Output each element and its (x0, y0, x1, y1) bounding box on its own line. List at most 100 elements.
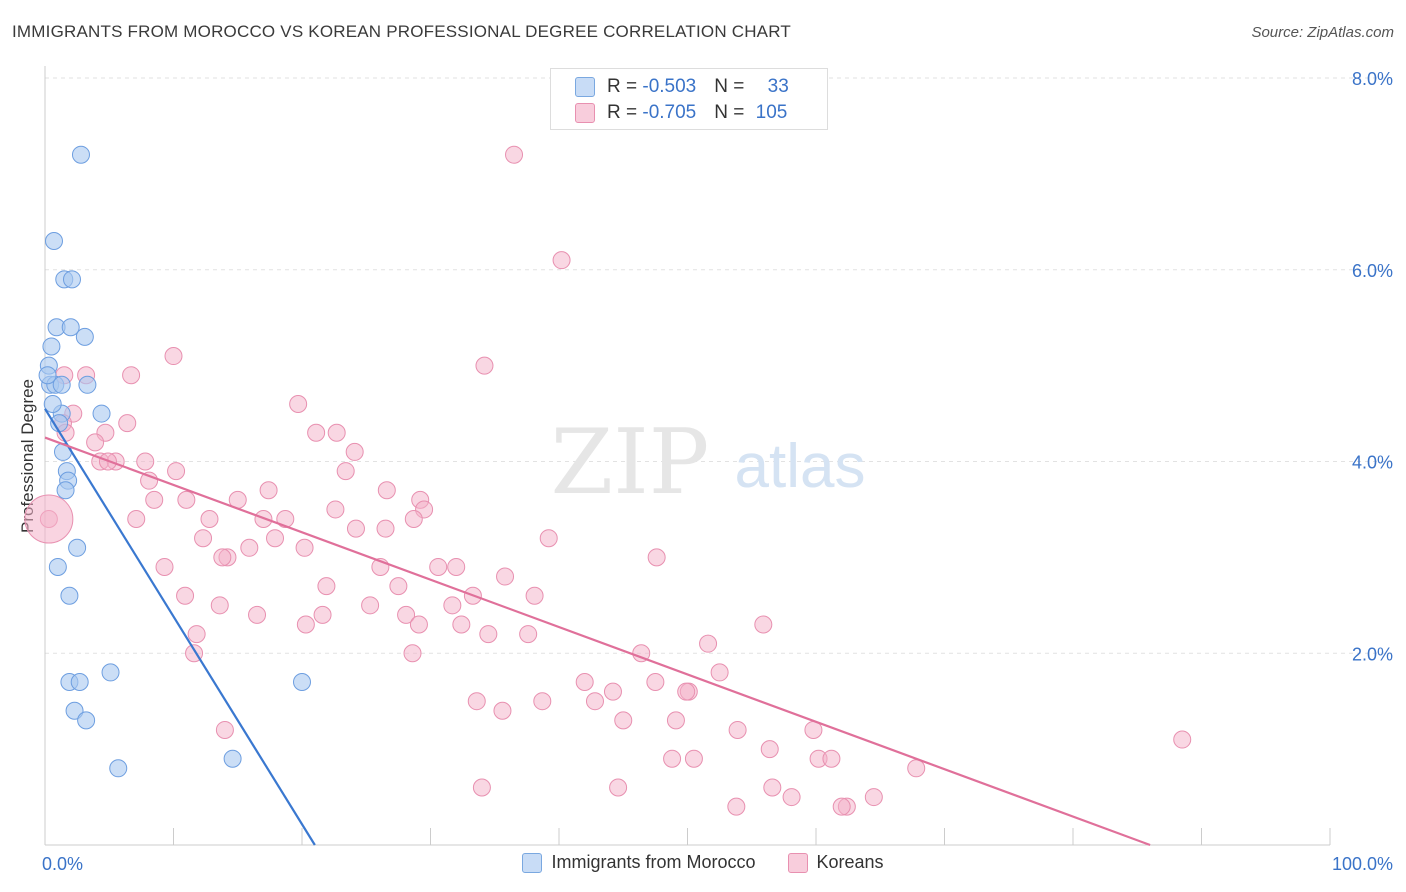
y-tick-label: 6.0% (1352, 261, 1393, 281)
korean-point (585, 692, 604, 711)
morocco-point (92, 404, 111, 423)
y-tick-label: 2.0% (1352, 644, 1393, 664)
korean-point (122, 366, 141, 385)
korean-point (452, 615, 471, 634)
korean-point (1173, 730, 1192, 749)
morocco-point (42, 337, 61, 356)
morocco-point (70, 673, 89, 692)
korean-point (389, 577, 408, 596)
stats-row-morocco: R = -0.503 N = 33 (575, 74, 789, 100)
morocco-point (60, 586, 79, 605)
korean-point-large (24, 494, 74, 544)
trend-lines (44, 408, 1151, 847)
stats-row-koreans: R = -0.705 N = 105 (575, 100, 787, 126)
korean-point (176, 586, 195, 605)
watermark-atlas: atlas (735, 432, 866, 501)
korean-point (609, 778, 628, 797)
morocco-point (109, 759, 128, 778)
korean-point (552, 251, 571, 270)
korean-point (754, 615, 773, 634)
korean-point (397, 605, 416, 624)
korean-point (307, 423, 326, 442)
korean-point (295, 538, 314, 557)
legend-label-koreans: Koreans (816, 852, 884, 872)
korean-point (666, 711, 685, 730)
korean-point (763, 778, 782, 797)
korean-point (194, 529, 213, 548)
legend-item-koreans: Koreans (787, 852, 884, 873)
legend-label-morocco: Immigrants from Morocco (551, 852, 756, 872)
morocco-point (48, 557, 67, 576)
korean-point (155, 557, 174, 576)
korean-point (403, 644, 422, 663)
korean-point (345, 442, 364, 461)
morocco-point (56, 481, 75, 500)
korean-point (276, 510, 295, 529)
korean-point (493, 701, 512, 720)
legend-swatch-morocco (522, 852, 543, 873)
morocco-point (71, 145, 90, 164)
korean-point (684, 749, 703, 768)
korean-point (167, 462, 186, 481)
korean-point (475, 356, 494, 375)
axes (44, 66, 1331, 846)
korean-point (647, 548, 666, 567)
korean-point (409, 615, 428, 634)
legend-swatch-koreans (787, 852, 808, 873)
korean-point (467, 692, 486, 711)
korean-point (177, 490, 196, 509)
chart-title: IMMIGRANTS FROM MOROCCO VS KOREAN PROFES… (12, 22, 791, 41)
korean-point (200, 510, 219, 529)
stats-swatch-koreans (575, 103, 595, 123)
morocco-point (77, 711, 96, 730)
korean-point (447, 557, 466, 576)
korean-point (289, 394, 308, 413)
korean-point (472, 778, 491, 797)
stats-r-label: R = (607, 102, 643, 123)
korean-point (575, 673, 594, 692)
korean-point (118, 414, 137, 433)
morocco-points (38, 145, 311, 778)
morocco-point (52, 375, 71, 394)
korean-point (296, 615, 315, 634)
morocco-point (65, 701, 84, 720)
korean-point (677, 682, 696, 701)
korean-point (699, 634, 718, 653)
korean-point (215, 720, 234, 739)
korean-point (346, 519, 365, 538)
stats-legend: R = -0.503 N = 33 R = -0.705 N = 105 (550, 68, 828, 130)
korean-point (327, 423, 346, 442)
y-tick-label: 8.0% (1352, 69, 1393, 89)
korean-point (317, 577, 336, 596)
morocco-point (62, 270, 81, 289)
morocco-trend-line (44, 408, 316, 846)
stats-n-label: N = (714, 76, 750, 97)
morocco-point (223, 749, 242, 768)
bottom-legend: Immigrants from Morocco Koreans (0, 852, 1406, 873)
korean-point (646, 673, 665, 692)
korean-point (240, 538, 259, 557)
morocco-point (101, 663, 120, 682)
gridlines (45, 77, 1392, 654)
korean-point (907, 759, 926, 778)
korean-point (782, 788, 801, 807)
morocco-point (68, 538, 87, 557)
morocco-point (44, 231, 63, 250)
korean-point (603, 682, 622, 701)
korean-point (210, 596, 229, 615)
korean-point (248, 605, 267, 624)
korean-point (533, 692, 552, 711)
stats-n-label: N = (714, 102, 750, 123)
korean-point (479, 625, 498, 644)
stats-r-label: R = (607, 76, 643, 97)
tick-labels: 2.0% 4.0% 6.0% 8.0% 0.0% 100.0% (42, 69, 1393, 874)
x-tick-label: 100.0% (1332, 854, 1393, 874)
korean-point (86, 433, 105, 452)
korean-point (213, 548, 232, 567)
korean-point (404, 510, 423, 529)
y-tick-label: 4.0% (1352, 453, 1393, 473)
korean-trend-line (44, 436, 1151, 847)
korean-point (710, 663, 729, 682)
morocco-point (78, 375, 97, 394)
